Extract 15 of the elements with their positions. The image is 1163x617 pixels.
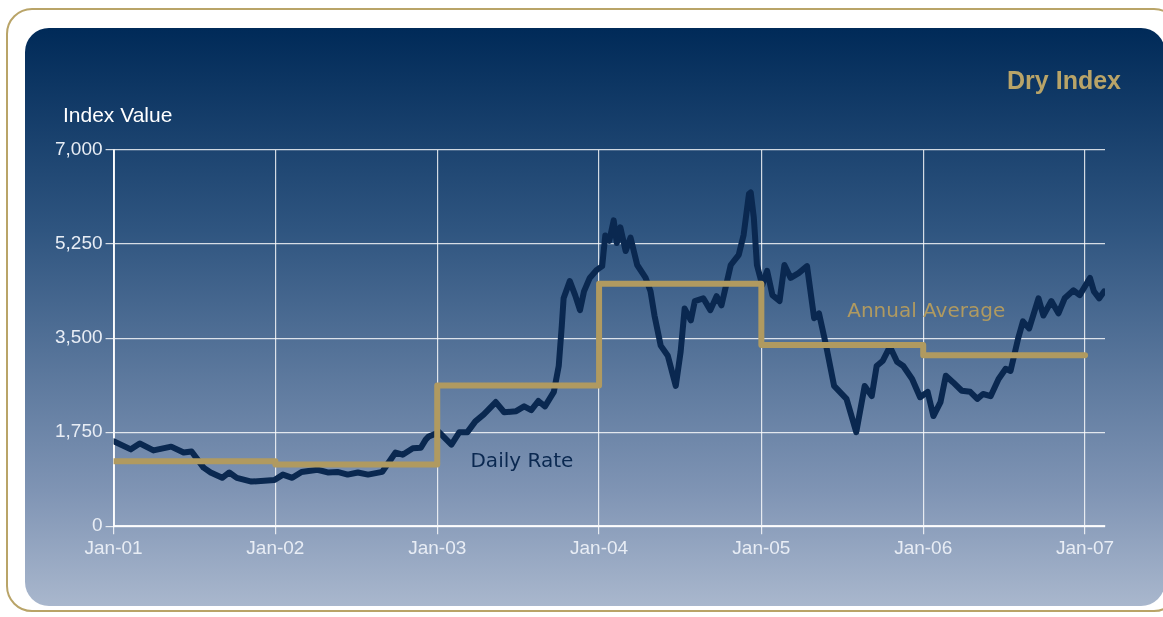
- y-tick-label: 5,250: [55, 232, 103, 254]
- x-tick-label: Jan-03: [408, 536, 467, 558]
- x-tick-label: Jan-02: [246, 536, 305, 558]
- series-label: Daily Rate: [470, 448, 574, 473]
- x-tick-label: Jan-01: [84, 536, 143, 558]
- x-tick-label: Jan-07: [1055, 536, 1115, 558]
- y-tick-label: 1,750: [55, 420, 103, 442]
- x-tick-label: Jan-05: [732, 536, 791, 558]
- y-tick-label: 0: [91, 514, 103, 536]
- x-tick-label: Jan-04: [570, 536, 629, 558]
- y-axis-title: Index Value: [63, 103, 173, 127]
- y-tick-label: 7,000: [55, 138, 103, 160]
- y-tick-label: 3,500: [55, 326, 103, 348]
- x-tick-label: Jan-06: [894, 536, 953, 558]
- chart-title: Dry Index: [1007, 66, 1121, 95]
